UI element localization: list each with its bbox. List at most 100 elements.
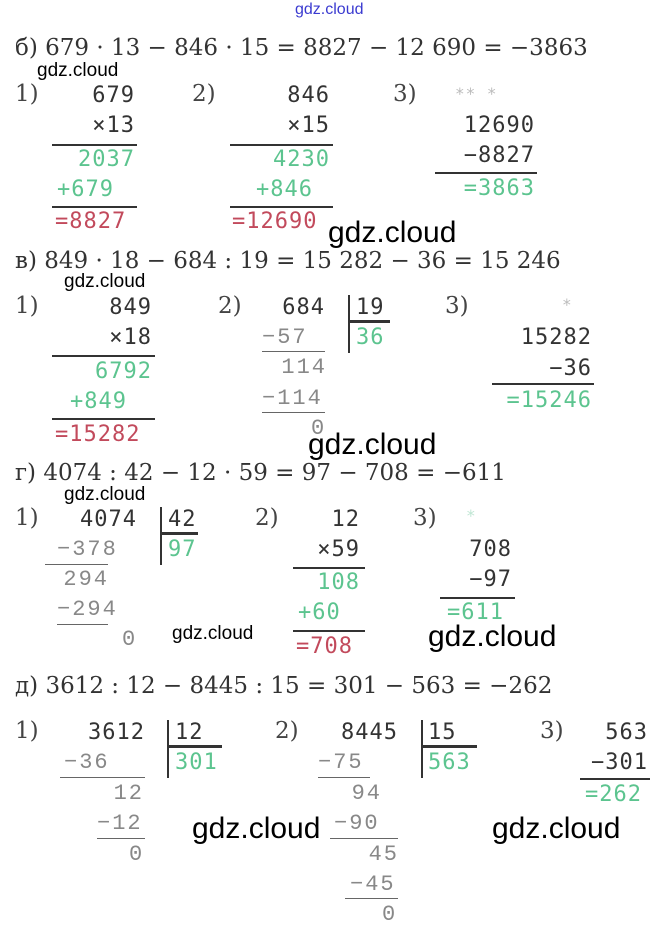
borrow-marks: * bbox=[466, 506, 477, 525]
operand: 563 bbox=[605, 720, 648, 745]
quotient: 563 bbox=[428, 750, 471, 775]
step-label: 2) bbox=[255, 505, 279, 531]
step-label: 3) bbox=[540, 718, 564, 744]
partial-product: +846 bbox=[256, 177, 313, 202]
result: =15246 bbox=[506, 388, 592, 413]
division-bar bbox=[421, 720, 423, 778]
remainder-step: −114 bbox=[262, 386, 323, 411]
divider-line bbox=[230, 206, 333, 208]
division-bar bbox=[160, 507, 162, 565]
divider-line bbox=[348, 320, 390, 323]
divider-line bbox=[167, 745, 222, 748]
remainder-step: −294 bbox=[57, 597, 118, 622]
watermark: gdz.cloud bbox=[492, 812, 621, 845]
step-label: 3) bbox=[393, 81, 417, 107]
divider-line bbox=[230, 144, 333, 146]
remainder-step: 12 bbox=[113, 781, 144, 806]
remainder-step: −57 bbox=[262, 325, 308, 350]
remainder-step: 114 bbox=[281, 355, 327, 380]
divisor: 12 bbox=[175, 720, 204, 745]
divider-line bbox=[293, 567, 365, 569]
borrow-marks: ** * bbox=[455, 84, 498, 103]
divider-line bbox=[52, 144, 137, 146]
divider-line bbox=[262, 351, 325, 352]
remainder-step: 45 bbox=[368, 842, 399, 867]
step-label: 1) bbox=[15, 505, 39, 531]
divider-line bbox=[160, 532, 198, 535]
dividend: 3612 bbox=[88, 720, 145, 745]
result: =708 bbox=[296, 634, 353, 659]
remainder-step: −45 bbox=[350, 872, 396, 897]
watermark-top: gdz.cloud bbox=[295, 1, 364, 18]
watermark: gdz.cloud bbox=[308, 428, 437, 461]
watermark: gdz.cloud bbox=[192, 812, 321, 845]
quotient: 36 bbox=[356, 325, 385, 350]
step-label: 2) bbox=[192, 81, 216, 107]
remainder-step: −36 bbox=[64, 750, 110, 775]
dividend: 684 bbox=[282, 295, 325, 320]
partial-product: +679 bbox=[57, 177, 114, 202]
divisor: 19 bbox=[356, 295, 385, 320]
watermark: gdz.cloud bbox=[64, 484, 146, 505]
divider-line bbox=[60, 777, 145, 778]
remainder-step: 0 bbox=[129, 842, 145, 867]
divider-line bbox=[52, 418, 155, 420]
divider-line bbox=[57, 624, 108, 625]
divider-line bbox=[345, 898, 398, 899]
operand: ×18 bbox=[109, 325, 152, 350]
divider-line bbox=[52, 206, 137, 208]
remainder-step: 0 bbox=[122, 627, 138, 652]
step-label: 2) bbox=[275, 718, 299, 744]
operand: −301 bbox=[591, 750, 648, 775]
divider-line bbox=[318, 777, 370, 778]
divider-line bbox=[421, 745, 477, 748]
step-label: 1) bbox=[15, 293, 39, 319]
operand: ×15 bbox=[287, 113, 330, 138]
operand: −97 bbox=[469, 567, 512, 592]
divider-line bbox=[52, 355, 155, 357]
result: =262 bbox=[585, 782, 642, 807]
dividend: 8445 bbox=[341, 720, 398, 745]
operand: ×59 bbox=[317, 537, 360, 562]
step-label: 1) bbox=[15, 81, 39, 107]
operand: 12 bbox=[331, 507, 360, 532]
operand: 679 bbox=[92, 83, 135, 108]
operand: −8827 bbox=[463, 143, 535, 168]
equation-d: д) 3612 : 12 − 8445 : 15 = 301 − 563 = −… bbox=[15, 673, 553, 699]
dividend: 4074 bbox=[80, 507, 137, 532]
remainder-step: 0 bbox=[382, 902, 398, 927]
operand: 12690 bbox=[463, 113, 535, 138]
watermark: gdz.cloud bbox=[172, 623, 254, 644]
result: =611 bbox=[447, 600, 504, 625]
remainder-step: 94 bbox=[351, 781, 382, 806]
operand: 15282 bbox=[520, 325, 592, 350]
remainder-step: 294 bbox=[63, 567, 109, 592]
watermark: gdz.cloud bbox=[64, 271, 146, 292]
division-bar bbox=[167, 720, 169, 778]
partial-product: 4230 bbox=[273, 147, 330, 172]
partial-product: +60 bbox=[298, 600, 341, 625]
equation-b: б) 679 · 13 − 846 · 15 = 8827 − 12 690 =… bbox=[15, 35, 588, 61]
divider-line bbox=[293, 630, 365, 632]
step-label: 1) bbox=[15, 718, 39, 744]
operand: −36 bbox=[549, 356, 592, 381]
remainder-step: −378 bbox=[57, 537, 118, 562]
watermark: gdz.cloud bbox=[37, 60, 119, 81]
divisor: 15 bbox=[428, 720, 457, 745]
divider-line bbox=[262, 412, 325, 413]
operand: 708 bbox=[469, 537, 512, 562]
divider-line bbox=[580, 778, 650, 780]
remainder-step: −90 bbox=[334, 811, 380, 836]
division-bar bbox=[348, 295, 350, 353]
divider-line bbox=[435, 172, 537, 174]
equation-g: г) 4074 : 42 − 12 · 59 = 97 − 708 = −611 bbox=[15, 460, 506, 486]
operand: 846 bbox=[287, 83, 330, 108]
remainder-step: −75 bbox=[318, 750, 364, 775]
divider-line bbox=[45, 564, 108, 565]
divider-line bbox=[492, 383, 594, 385]
result: =12690 bbox=[232, 209, 318, 234]
result: =15282 bbox=[55, 422, 141, 447]
divisor: 42 bbox=[168, 507, 197, 532]
step-label: 2) bbox=[218, 293, 242, 319]
